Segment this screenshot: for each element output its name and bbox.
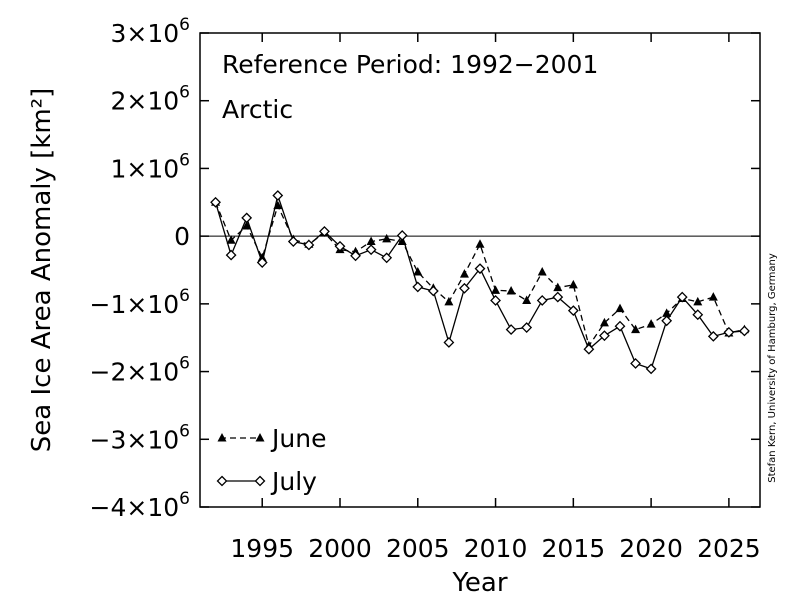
legend-marker xyxy=(217,433,227,442)
data-point-june xyxy=(646,319,656,328)
data-point-july xyxy=(459,282,470,294)
data-point-july xyxy=(567,305,579,317)
data-point-july xyxy=(334,240,346,252)
y-tick-label: 0 xyxy=(174,222,190,251)
legend-item-july: July xyxy=(216,467,317,496)
plot-frame xyxy=(199,32,761,508)
data-point-june xyxy=(366,236,376,246)
x-axis-title: Year xyxy=(451,568,507,598)
data-point-june xyxy=(662,308,672,317)
data-point-june xyxy=(444,296,454,306)
data-point-july xyxy=(272,190,284,201)
data-point-june xyxy=(475,239,485,248)
data-point-july xyxy=(739,325,750,337)
legend-label: July xyxy=(270,467,317,496)
y-tick-label: 3×106 xyxy=(111,15,191,48)
y-tick-label: −2×106 xyxy=(90,354,190,387)
data-point-june xyxy=(708,292,718,301)
data-point-june xyxy=(257,252,267,262)
legend-marker xyxy=(255,433,265,442)
data-point-july xyxy=(319,225,330,237)
data-point-july xyxy=(676,291,688,303)
data-point-june xyxy=(491,285,501,294)
x-tick-label: 2010 xyxy=(464,534,528,563)
data-point-june xyxy=(506,285,516,295)
data-point-june xyxy=(459,269,469,278)
x-tick-label: 2015 xyxy=(542,534,606,563)
data-point-june xyxy=(693,296,703,306)
data-point-june xyxy=(599,317,609,327)
data-point-july xyxy=(661,315,673,327)
x-tick-label: 2020 xyxy=(619,534,683,563)
series-july xyxy=(210,190,750,375)
legend-marker xyxy=(254,475,266,487)
y-tick-label: −1×106 xyxy=(90,286,190,319)
data-point-june xyxy=(382,233,392,243)
data-point-july xyxy=(381,252,393,264)
x-tick-label: 1995 xyxy=(230,534,294,563)
legend-item-june: June xyxy=(217,424,326,453)
y-tick-label: −3×106 xyxy=(90,421,190,454)
data-point-july xyxy=(241,212,253,224)
data-point-july xyxy=(630,358,641,369)
data-point-july xyxy=(583,343,595,355)
data-point-june xyxy=(226,235,236,244)
data-point-july xyxy=(614,320,626,332)
data-point-july xyxy=(474,263,486,275)
data-point-july xyxy=(443,337,455,348)
data-point-july xyxy=(521,322,533,333)
data-point-july xyxy=(303,239,315,251)
legend-label: June xyxy=(270,424,326,453)
y-tick-label: 2×106 xyxy=(111,83,191,116)
data-point-july xyxy=(692,309,704,321)
data-point-july xyxy=(505,324,517,336)
credit-text: Stefan Kern, University of Hamburg, Germ… xyxy=(767,253,778,483)
y-tick-label: 1×106 xyxy=(111,150,191,183)
data-point-july xyxy=(536,295,548,306)
annotation-reference-period: Reference Period: 1992−2001 xyxy=(222,50,598,79)
x-tick-label: 2000 xyxy=(308,534,372,563)
legend: June July xyxy=(216,424,326,496)
data-point-june xyxy=(615,303,625,313)
data-point-july xyxy=(225,249,237,261)
data-point-june xyxy=(537,267,547,276)
data-point-june xyxy=(242,220,252,230)
y-tick-label: −4×106 xyxy=(90,489,190,522)
series-line-july xyxy=(214,193,745,370)
data-point-june xyxy=(522,295,532,304)
data-point-june xyxy=(631,324,641,334)
legend-marker xyxy=(216,475,228,487)
data-point-july xyxy=(599,330,610,342)
data-point-july xyxy=(350,250,361,262)
data-point-july xyxy=(490,295,501,306)
data-point-july xyxy=(412,281,424,293)
annotation-region: Arctic xyxy=(222,95,293,124)
x-tick-label: 2025 xyxy=(697,534,761,563)
data-point-july xyxy=(256,257,268,268)
data-point-july xyxy=(723,326,735,338)
data-point-july xyxy=(287,236,299,247)
data-point-july xyxy=(396,230,408,241)
data-point-july xyxy=(365,244,377,256)
data-point-july xyxy=(210,196,221,208)
data-point-june xyxy=(553,282,563,292)
x-tick-label: 2005 xyxy=(386,534,450,563)
data-point-july xyxy=(427,285,439,297)
data-point-june xyxy=(413,267,423,276)
data-point-july xyxy=(645,363,657,375)
data-point-july xyxy=(707,330,719,342)
y-axis-title: Sea Ice Area Anomaly [km²] xyxy=(27,88,57,452)
data-point-july xyxy=(552,291,564,303)
data-point-june xyxy=(568,279,578,289)
